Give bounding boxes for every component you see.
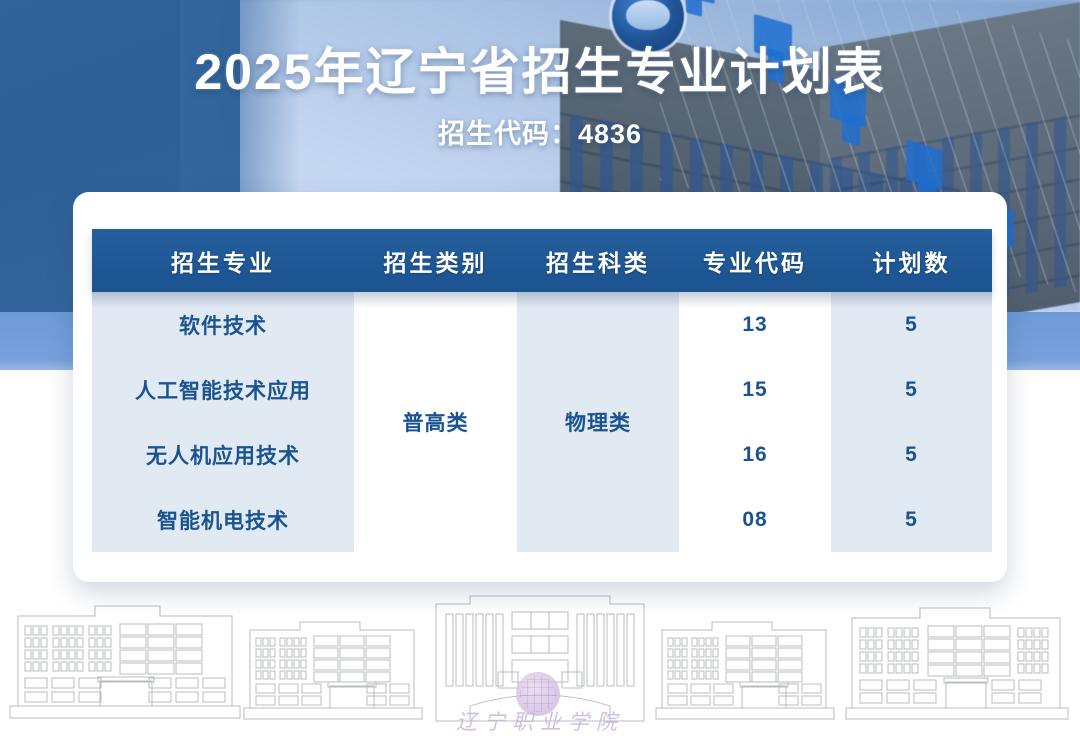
table-row: 人工智能技术应用 15 5	[92, 357, 992, 422]
cell-code: 16	[679, 422, 831, 487]
hero-background-photo	[0, 0, 1080, 312]
school-globe-watermark-icon	[516, 672, 560, 716]
column-header-subject: 招生科类	[517, 229, 679, 292]
cell-major: 软件技术	[92, 292, 354, 357]
cell-quota: 5	[831, 292, 992, 357]
cell-code: 15	[679, 357, 831, 422]
skyline-building-2	[243, 621, 423, 720]
skyline-main-building	[435, 595, 645, 722]
table-body: 软件技术 普高类 物理类 13 5 人工智能技术应用 15 5 无人机应用技术 …	[92, 292, 992, 552]
cell-quota: 5	[831, 487, 992, 552]
plan-table-wrap: 招生专业 招生类别 招生科类 专业代码 计划数 软件技术 普高类 物理类 13 …	[92, 229, 992, 561]
cell-code: 13	[679, 292, 831, 357]
column-header-category: 招生类别	[354, 229, 517, 292]
school-name-watermark: 辽宁职业学院	[456, 710, 624, 734]
cell-major: 人工智能技术应用	[92, 357, 354, 422]
header-block: 2025年辽宁省招生专业计划表 招生代码：4836	[0, 0, 1080, 151]
plan-table: 招生专业 招生类别 招生科类 专业代码 计划数 软件技术 普高类 物理类 13 …	[92, 229, 992, 552]
plan-table-card: 招生专业 招生类别 招生科类 专业代码 计划数 软件技术 普高类 物理类 13 …	[73, 192, 1007, 582]
cell-major: 智能机电技术	[92, 487, 354, 552]
column-header-quota: 计划数	[831, 229, 992, 292]
admission-code: 招生代码：4836	[437, 119, 643, 149]
cell-quota: 5	[831, 357, 992, 422]
cell-quota: 5	[831, 422, 992, 487]
cell-code: 08	[679, 487, 831, 552]
cell-major: 无人机应用技术	[92, 422, 354, 487]
campus-skyline-lineart	[9, 595, 1069, 722]
table-row: 软件技术 普高类 物理类 13 5	[92, 292, 992, 552]
page-title: 2025年辽宁省招生专业计划表	[194, 44, 886, 100]
table-row: 智能机电技术 08 5	[92, 487, 992, 552]
column-header-code: 专业代码	[679, 229, 831, 292]
skyline-building-3	[655, 621, 835, 720]
skyline-building-1	[9, 605, 241, 719]
cell-category-merged: 普高类	[354, 292, 517, 552]
skyline-building-4	[845, 607, 1069, 720]
campus-building-photo	[560, 0, 1080, 312]
table-header: 招生专业 招生类别 招生科类 专业代码 计划数	[92, 229, 992, 292]
table-row: 无人机应用技术 16 5	[92, 422, 992, 487]
table-header-row: 招生专业 招生类别 招生科类 专业代码 计划数	[92, 229, 992, 292]
cell-subject-merged: 物理类	[517, 292, 679, 552]
column-header-major: 招生专业	[92, 229, 354, 292]
